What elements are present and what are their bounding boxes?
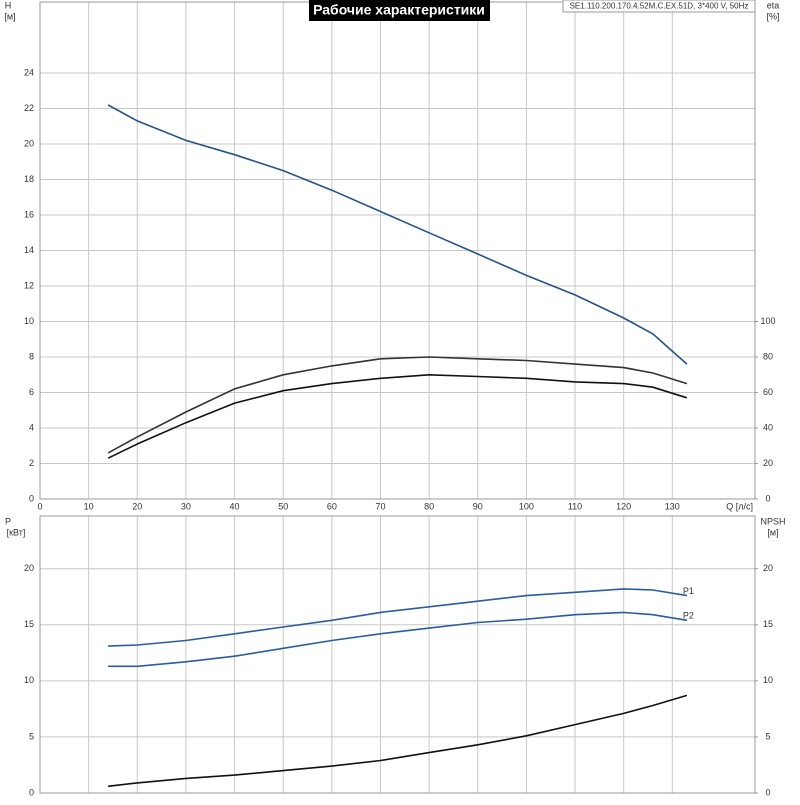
x-axis-label: Q [л/с] — [726, 501, 753, 511]
y-tick-label: 20 — [24, 138, 34, 148]
y2-tick-label: 80 — [763, 351, 773, 361]
y-axis-unit: [кВт] — [7, 527, 26, 537]
x-tick-label: 60 — [327, 501, 337, 511]
y2-axis-unit: [%] — [766, 11, 779, 21]
plot-frame — [39, 515, 756, 794]
series-line — [107, 104, 688, 365]
y-tick-label: 12 — [24, 280, 34, 290]
y-tick-label: 0 — [29, 493, 34, 503]
y-axis-label: P — [5, 516, 11, 526]
x-tick-label: 40 — [230, 501, 240, 511]
plot-area — [40, 516, 755, 793]
y-tick-label: 15 — [24, 619, 34, 629]
x-tick-label: 10 — [84, 501, 94, 511]
y-tick-label: 5 — [29, 731, 34, 741]
y2-tick-label: 20 — [763, 458, 773, 468]
y2-tick-label: 0 — [765, 493, 770, 503]
y-tick-label: 22 — [24, 103, 34, 113]
x-tick-label: 20 — [132, 501, 142, 511]
series-label: P1 — [683, 586, 694, 596]
y2-tick-label: 5 — [765, 731, 770, 741]
y2-axis-label: NPSH — [760, 516, 785, 526]
series-line — [107, 356, 688, 454]
y2-axis-unit: [м] — [767, 527, 778, 537]
y-tick-label: 10 — [24, 675, 34, 685]
title-box — [309, 0, 490, 21]
y2-axis-label: eta — [767, 0, 780, 10]
series-line — [107, 373, 688, 459]
y-axis-unit: [м] — [4, 11, 15, 21]
y2-tick-label: 100 — [760, 316, 775, 326]
x-tick-label: 130 — [665, 501, 680, 511]
y2-tick-label: 60 — [763, 387, 773, 397]
model-box — [562, 0, 756, 13]
y-tick-label: 6 — [29, 387, 34, 397]
y2-tick-label: 10 — [763, 675, 773, 685]
series-line — [108, 588, 688, 647]
y-tick-label: 16 — [24, 209, 34, 219]
y-tick-label: 8 — [29, 351, 34, 361]
series-line — [108, 611, 688, 668]
y-tick-label: 18 — [24, 174, 34, 184]
model-label: SE1.110.200.170.4.52M.C.EX.51D, 3*400 V,… — [570, 2, 749, 11]
y2-tick-label: 20 — [763, 563, 773, 573]
y2-tick-label: 15 — [763, 619, 773, 629]
y-tick-label: 20 — [24, 563, 34, 573]
x-tick-label: 100 — [519, 501, 534, 511]
x-tick-label: 0 — [37, 501, 42, 511]
x-tick-label: 110 — [568, 501, 582, 511]
x-tick-label: 80 — [424, 501, 434, 511]
y-tick-label: 14 — [24, 245, 34, 255]
y-axis-label: H — [5, 0, 12, 10]
y-tick-label: 4 — [29, 422, 34, 432]
x-tick-label: 70 — [375, 501, 385, 511]
y2-tick-label: 40 — [763, 422, 773, 432]
y-tick-label: 24 — [24, 67, 34, 77]
y-tick-label: 2 — [29, 458, 34, 468]
chart-title: Рабочие характеристики — [313, 2, 485, 18]
y2-tick-label: 0 — [765, 787, 770, 797]
x-tick-label: 50 — [278, 501, 288, 511]
series-line — [108, 694, 688, 788]
y-tick-label: 0 — [29, 787, 34, 797]
series-label: P2 — [683, 611, 694, 621]
y-tick-label: 10 — [24, 316, 34, 326]
x-tick-label: 120 — [616, 501, 631, 511]
x-tick-label: 90 — [473, 501, 483, 511]
x-tick-label: 30 — [181, 501, 191, 511]
